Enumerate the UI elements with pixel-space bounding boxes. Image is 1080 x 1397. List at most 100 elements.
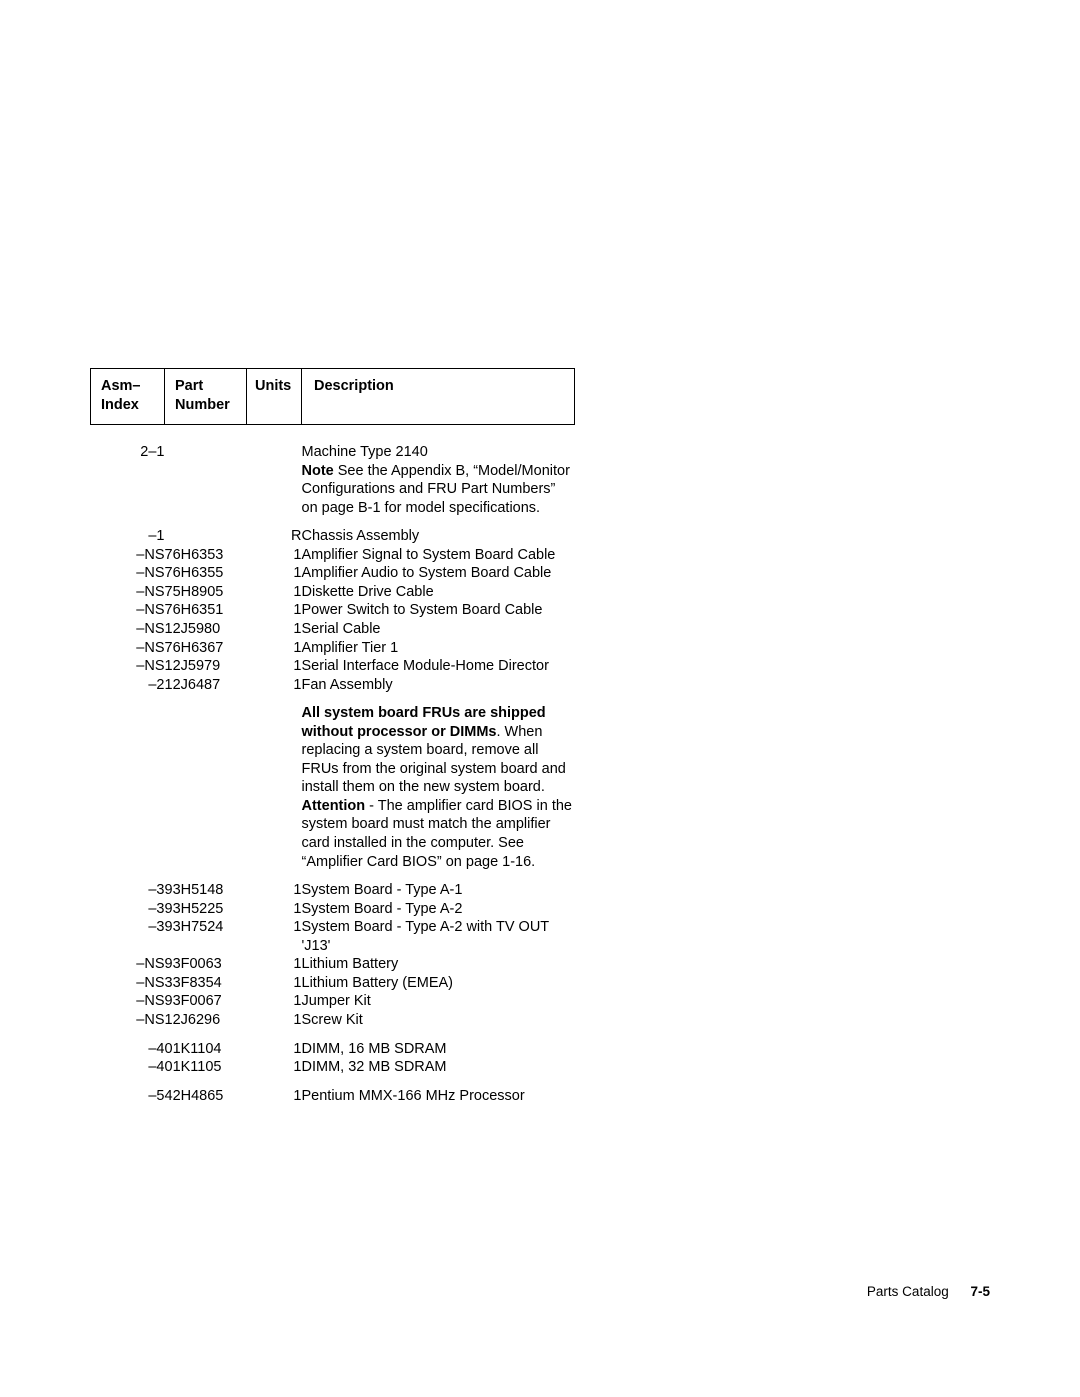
cell-units (247, 704, 302, 871)
cell-asm: –NS (91, 992, 165, 1011)
cell-part: 33F8354 (165, 974, 247, 993)
cell-asm: –NS (91, 583, 165, 602)
cell-description: Serial Cable (302, 620, 575, 639)
cell-asm: –1 (91, 527, 165, 546)
cell-part: 12J6296 (165, 1011, 247, 1030)
cell-asm: –NS (91, 564, 165, 583)
cell-asm: –3 (91, 918, 165, 955)
cell-part: 93F0063 (165, 955, 247, 974)
col-header-asm-line1: Asm– (101, 378, 141, 394)
col-header-units-line2: Units (255, 378, 291, 394)
cell-description: Chassis Assembly (302, 527, 575, 546)
cell-units (247, 443, 302, 517)
col-header-desc-line2: Description (314, 378, 394, 394)
table-header-row: Asm– Index Part Number Units Description (91, 369, 575, 425)
cell-asm: –NS (91, 974, 165, 993)
table-row: –1RChassis Assembly (91, 527, 575, 546)
cell-part: 93H5148 (165, 881, 247, 900)
cell-units: 1 (247, 601, 302, 620)
col-header-part: Part Number (165, 369, 247, 425)
cell-asm: –NS (91, 620, 165, 639)
cell-units: 1 (247, 620, 302, 639)
cell-description: All system board FRUs are shipped withou… (302, 704, 575, 871)
cell-description: Screw Kit (302, 1011, 575, 1030)
col-header-desc: Description (302, 369, 575, 425)
cell-asm: 2–1 (91, 443, 165, 517)
cell-description: Amplifier Audio to System Board Cable (302, 564, 575, 583)
parts-table-body: 2–1Machine Type 2140Note See the Appendi… (91, 425, 575, 1106)
cell-description: Lithium Battery (EMEA) (302, 974, 575, 993)
cell-description: Power Switch to System Board Cable (302, 601, 575, 620)
cell-description: System Board - Type A-1 (302, 881, 575, 900)
cell-units: 1 (247, 546, 302, 565)
cell-asm: –NS (91, 639, 165, 658)
page-footer: Parts Catalog 7-5 (867, 1284, 990, 1299)
cell-units: 1 (247, 900, 302, 919)
footer-page-number: 7-5 (970, 1284, 990, 1299)
cell-units: 1 (247, 564, 302, 583)
cell-description: Fan Assembly (302, 676, 575, 695)
table-row: –NS12J62961Screw Kit (91, 1011, 575, 1030)
cell-asm: –NS (91, 955, 165, 974)
cell-units: 1 (247, 657, 302, 676)
table-spacer-row (91, 1030, 575, 1040)
cell-part: 76H6355 (165, 564, 247, 583)
cell-part: 76H6353 (165, 546, 247, 565)
table-row: –NS12J59801Serial Cable (91, 620, 575, 639)
cell-description: Jumper Kit (302, 992, 575, 1011)
cell-part (165, 443, 247, 517)
table-spacer-row (91, 694, 575, 704)
cell-asm: –3 (91, 900, 165, 919)
cell-units: 1 (247, 974, 302, 993)
table-row: –NS76H63551Amplifier Audio to System Boa… (91, 564, 575, 583)
cell-description: Pentium MMX-166 MHz Processor (302, 1087, 575, 1106)
cell-description: System Board - Type A-2 (302, 900, 575, 919)
cell-description: Amplifier Signal to System Board Cable (302, 546, 575, 565)
parts-table-wrap: Asm– Index Part Number Units Description (90, 368, 574, 1105)
table-row: –NS93F00671Jumper Kit (91, 992, 575, 1011)
cell-part: 93F0067 (165, 992, 247, 1011)
cell-description: DIMM, 32 MB SDRAM (302, 1058, 575, 1077)
col-header-asm: Asm– Index (91, 369, 165, 425)
cell-asm: –NS (91, 1011, 165, 1030)
cell-units: 1 (247, 992, 302, 1011)
cell-part: 75H8905 (165, 583, 247, 602)
cell-asm: –3 (91, 881, 165, 900)
col-header-asm-line2: Index (101, 397, 139, 413)
cell-asm: –4 (91, 1040, 165, 1059)
cell-units: 1 (247, 1040, 302, 1059)
cell-asm: –NS (91, 546, 165, 565)
cell-units: 1 (247, 583, 302, 602)
table-spacer-row (91, 1077, 575, 1087)
cell-description: DIMM, 16 MB SDRAM (302, 1040, 575, 1059)
cell-description: Serial Interface Module-Home Director (302, 657, 575, 676)
cell-asm: –2 (91, 676, 165, 695)
cell-description: Lithium Battery (302, 955, 575, 974)
col-header-part-line2: Number (175, 397, 230, 413)
cell-part: 12J6487 (165, 676, 247, 695)
table-row: –NS33F83541Lithium Battery (EMEA) (91, 974, 575, 993)
table-row: –NS93F00631Lithium Battery (91, 955, 575, 974)
cell-units: 1 (247, 955, 302, 974)
cell-units: 1 (247, 676, 302, 695)
table-row: –393H51481System Board - Type A-1 (91, 881, 575, 900)
col-header-part-line1: Part (175, 378, 203, 394)
cell-description: Diskette Drive Cable (302, 583, 575, 602)
table-row: –NS76H63511Power Switch to System Board … (91, 601, 575, 620)
table-row: –212J64871Fan Assembly (91, 676, 575, 695)
footer-label: Parts Catalog (867, 1284, 949, 1299)
cell-units: 1 (247, 881, 302, 900)
cell-asm: –NS (91, 657, 165, 676)
parts-table: Asm– Index Part Number Units Description (90, 368, 575, 1105)
table-row: –393H52251System Board - Type A-2 (91, 900, 575, 919)
cell-part (165, 704, 247, 871)
page: Asm– Index Part Number Units Description (0, 0, 1080, 1397)
cell-part: 93H7524 (165, 918, 247, 955)
cell-part: 93H5225 (165, 900, 247, 919)
cell-units: 1 (247, 918, 302, 955)
cell-asm (91, 704, 165, 871)
cell-part: 12J5979 (165, 657, 247, 676)
cell-units: 1 (247, 1058, 302, 1077)
table-spacer-row (91, 517, 575, 527)
col-header-units: Units (247, 369, 302, 425)
